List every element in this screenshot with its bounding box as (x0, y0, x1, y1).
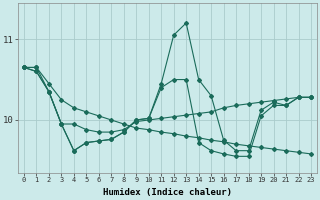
X-axis label: Humidex (Indice chaleur): Humidex (Indice chaleur) (103, 188, 232, 197)
